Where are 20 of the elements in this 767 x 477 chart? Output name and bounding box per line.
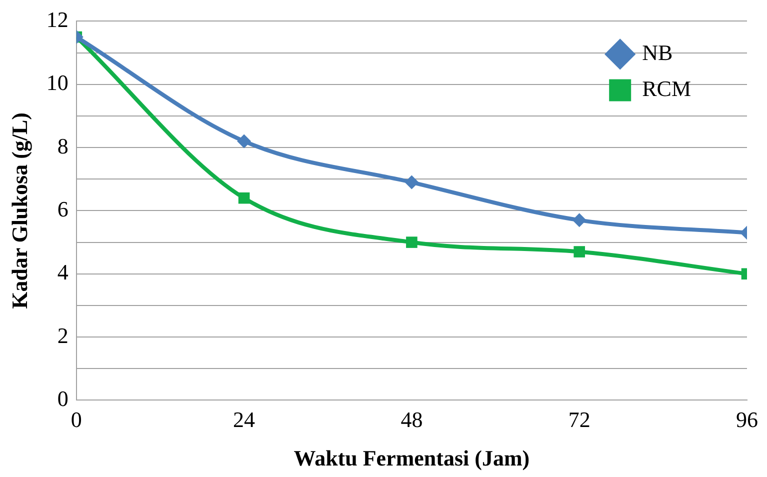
x-axis-title: Waktu Fermentasi (Jam) (294, 445, 530, 470)
y-axis-title: Kadar Glukosa (g/L) (6, 112, 32, 309)
legend-label: NB (642, 40, 673, 65)
legend-label: RCM (642, 76, 692, 101)
y-tick-label: 12 (46, 6, 68, 32)
point (237, 134, 252, 148)
x-tick-label: 96 (736, 407, 758, 432)
x-tick-label: 48 (400, 407, 423, 432)
y-tick-label: 6 (57, 196, 68, 222)
y-tick-label: 2 (57, 322, 68, 348)
point (406, 236, 418, 248)
x-tick-label: 72 (568, 407, 590, 432)
y-tick-label: 10 (46, 70, 68, 96)
y-tick-label: 8 (57, 133, 68, 158)
point (572, 213, 586, 228)
y-tick-label: 4 (57, 260, 68, 285)
point (404, 175, 419, 190)
x-tick-label: 24 (233, 407, 256, 432)
y-tick-label: 0 (57, 386, 68, 411)
point (238, 192, 250, 204)
